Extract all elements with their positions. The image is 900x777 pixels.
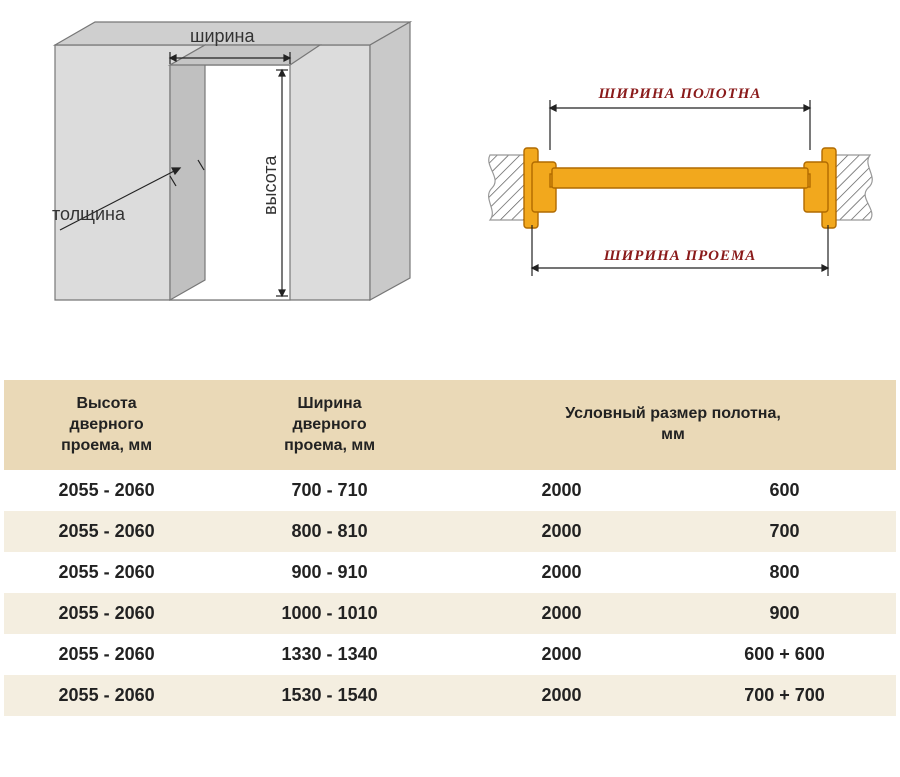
table-cell: 600 + 600 <box>673 634 896 675</box>
table-cell: 2055 - 2060 <box>4 634 209 675</box>
table-row: 2055 - 2060900 - 9102000800 <box>4 552 896 593</box>
table-cell: 800 - 810 <box>209 511 450 552</box>
label-height: высота <box>260 155 280 215</box>
table-cell: 2000 <box>450 470 673 511</box>
table-cell: 700 - 710 <box>209 470 450 511</box>
table-row: 2055 - 20601000 - 10102000900 <box>4 593 896 634</box>
table-cell: 2055 - 2060 <box>4 470 209 511</box>
th-width: Ширинадверногопроема, мм <box>209 380 450 470</box>
table-cell: 2000 <box>450 634 673 675</box>
table-cell: 1530 - 1540 <box>209 675 450 716</box>
door-sizes-table: Высотадверногопроема, мм Ширинадверногоп… <box>0 380 900 716</box>
label-thickness: толщина <box>52 204 126 224</box>
table-cell: 2000 <box>450 675 673 716</box>
table-cell: 2000 <box>450 552 673 593</box>
table-cell: 2055 - 2060 <box>4 552 209 593</box>
table-cell: 700 + 700 <box>673 675 896 716</box>
table-row: 2055 - 20601530 - 15402000700 + 700 <box>4 675 896 716</box>
label-opening-width: ШИРИНА ПРОЕМА <box>603 248 757 264</box>
table-cell: 2055 - 2060 <box>4 593 209 634</box>
th-height: Высотадверногопроема, мм <box>4 380 209 470</box>
table-cell: 1330 - 1340 <box>209 634 450 675</box>
table-cell: 2055 - 2060 <box>4 675 209 716</box>
table-cell: 1000 - 1010 <box>209 593 450 634</box>
wall-opening-diagram: ширина высота толщина <box>20 10 440 380</box>
table-row: 2055 - 20601330 - 13402000600 + 600 <box>4 634 896 675</box>
table-row: 2055 - 2060800 - 8102000700 <box>4 511 896 552</box>
table-cell: 800 <box>673 552 896 593</box>
door-cross-section-diagram: ШИРИНА ПОЛОТНА <box>480 10 880 380</box>
th-leaf: Условный размер полотна,мм <box>450 380 896 470</box>
label-leaf-width: ШИРИНА ПОЛОТНА <box>598 86 762 102</box>
table-cell: 700 <box>673 511 896 552</box>
table-cell: 600 <box>673 470 896 511</box>
table-cell: 2055 - 2060 <box>4 511 209 552</box>
table-cell: 2000 <box>450 593 673 634</box>
table-cell: 2000 <box>450 511 673 552</box>
table-cell: 900 - 910 <box>209 552 450 593</box>
table-row: 2055 - 2060700 - 7102000600 <box>4 470 896 511</box>
table-body: 2055 - 2060700 - 71020006002055 - 206080… <box>4 470 896 716</box>
table-cell: 900 <box>673 593 896 634</box>
label-width: ширина <box>190 26 256 46</box>
